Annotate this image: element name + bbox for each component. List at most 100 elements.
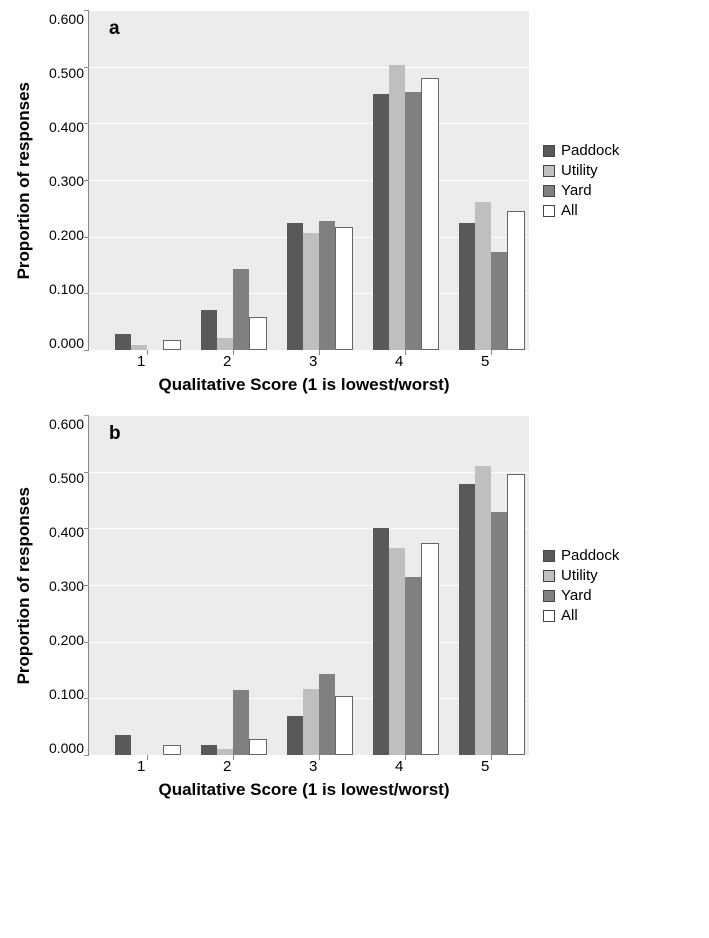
legend-label: Utility <box>561 162 598 179</box>
bar <box>131 345 147 350</box>
y-tick: 0.200 <box>34 632 84 648</box>
bar <box>217 338 233 350</box>
legend-label: Utility <box>561 567 598 584</box>
x-axis-ticks: 1 2 3 4 5 <box>84 756 524 776</box>
legend-swatch <box>543 610 555 622</box>
y-axis-label: Proportion of responses <box>10 487 34 684</box>
legend-item: Yard <box>543 182 683 199</box>
x-axis-ticks: 12345 <box>84 351 524 371</box>
y-tick: 0.000 <box>34 335 84 351</box>
bar <box>507 474 525 755</box>
bar <box>249 739 267 755</box>
legend-swatch <box>543 205 555 217</box>
legend-swatch <box>543 145 555 157</box>
legend-label: Paddock <box>561 547 619 564</box>
x-tick: 2 <box>223 758 231 775</box>
legend-item: Paddock <box>543 547 683 564</box>
bar <box>319 221 335 350</box>
x-tick: 3 <box>309 758 317 775</box>
bar <box>405 577 421 756</box>
bar <box>233 690 249 755</box>
bar <box>507 211 525 350</box>
plot-area: b <box>88 415 529 756</box>
legend-item: Paddock <box>543 142 683 159</box>
bar <box>201 310 217 350</box>
bars-layer <box>89 10 529 350</box>
bars-layer <box>89 415 529 755</box>
x-tick: 4 <box>395 353 403 370</box>
bar <box>491 512 507 755</box>
legend-item: All <box>543 607 683 624</box>
x-tick: 5 <box>481 353 489 370</box>
bar-group <box>373 65 439 350</box>
y-tick: 0.400 <box>34 119 84 135</box>
bar <box>163 340 181 350</box>
bar <box>475 202 491 350</box>
x-tick: 4 <box>395 758 403 775</box>
bar-group <box>115 735 181 755</box>
bar <box>421 543 439 755</box>
bar <box>303 689 319 755</box>
legend-label: All <box>561 607 578 624</box>
legend-swatch <box>543 550 555 562</box>
bar <box>335 696 353 755</box>
y-axis-ticks: 0.6000.5000.4000.3000.2000.1000.000 <box>34 11 88 351</box>
legend-item: Utility <box>543 567 683 584</box>
bar <box>287 716 303 755</box>
panel-label: b <box>109 423 121 445</box>
bar <box>459 484 475 755</box>
legend-swatch <box>543 185 555 197</box>
bar-group <box>373 528 439 755</box>
legend-item: Utility <box>543 162 683 179</box>
legend-item: Yard <box>543 587 683 604</box>
y-tick: 0.300 <box>34 173 84 189</box>
bar <box>163 745 181 755</box>
legend-label: Yard <box>561 587 592 604</box>
bar-group <box>459 466 525 755</box>
y-tick: 0.500 <box>34 470 84 486</box>
y-tick: 0.600 <box>34 416 84 432</box>
y-tick: 0.100 <box>34 281 84 297</box>
bar <box>319 674 335 755</box>
bar-group <box>287 674 353 755</box>
panel-label: a <box>109 18 120 40</box>
bar <box>421 78 439 350</box>
bar <box>233 269 249 350</box>
bar <box>335 227 353 350</box>
legend-swatch <box>543 590 555 602</box>
y-axis-label: Proportion of responses <box>10 82 34 279</box>
legend-swatch <box>543 165 555 177</box>
bar-group <box>201 690 267 755</box>
bar-group <box>459 202 525 350</box>
y-tick: 0.600 <box>34 11 84 27</box>
y-tick: 0.400 <box>34 524 84 540</box>
x-tick: 1 <box>137 758 145 775</box>
legend-label: All <box>561 202 578 219</box>
y-tick: 0.300 <box>34 578 84 594</box>
bar-group <box>201 269 267 350</box>
legend-label: Yard <box>561 182 592 199</box>
x-axis-label: Qualitative Score (1 is lowest/worst) <box>84 780 524 800</box>
bar <box>249 317 267 350</box>
legend: Paddock Utility Yard All <box>529 139 683 222</box>
bar <box>115 334 131 350</box>
legend-swatch <box>543 570 555 582</box>
bar <box>405 92 421 350</box>
bar <box>287 223 303 351</box>
legend: Paddock Utility Yard All <box>529 544 683 627</box>
chart-panel: Proportion of responses0.6000.5000.4000.… <box>10 10 699 395</box>
chart-panel: Proportion of responses 0.600 0.500 0.400 0.… <box>10 415 699 800</box>
plot-area: a <box>88 10 529 351</box>
bar <box>389 548 405 755</box>
bar <box>475 466 491 755</box>
x-tick: 5 <box>481 758 489 775</box>
x-tick: 2 <box>223 353 231 370</box>
chart-row: Proportion of responses 0.600 0.500 0.400 0.… <box>10 415 699 756</box>
legend-label: Paddock <box>561 142 619 159</box>
bar <box>217 749 233 755</box>
bar <box>303 233 319 350</box>
bar <box>459 223 475 351</box>
x-axis-label: Qualitative Score (1 is lowest/worst) <box>84 375 524 395</box>
x-tick: 1 <box>137 353 145 370</box>
bar <box>373 528 389 755</box>
